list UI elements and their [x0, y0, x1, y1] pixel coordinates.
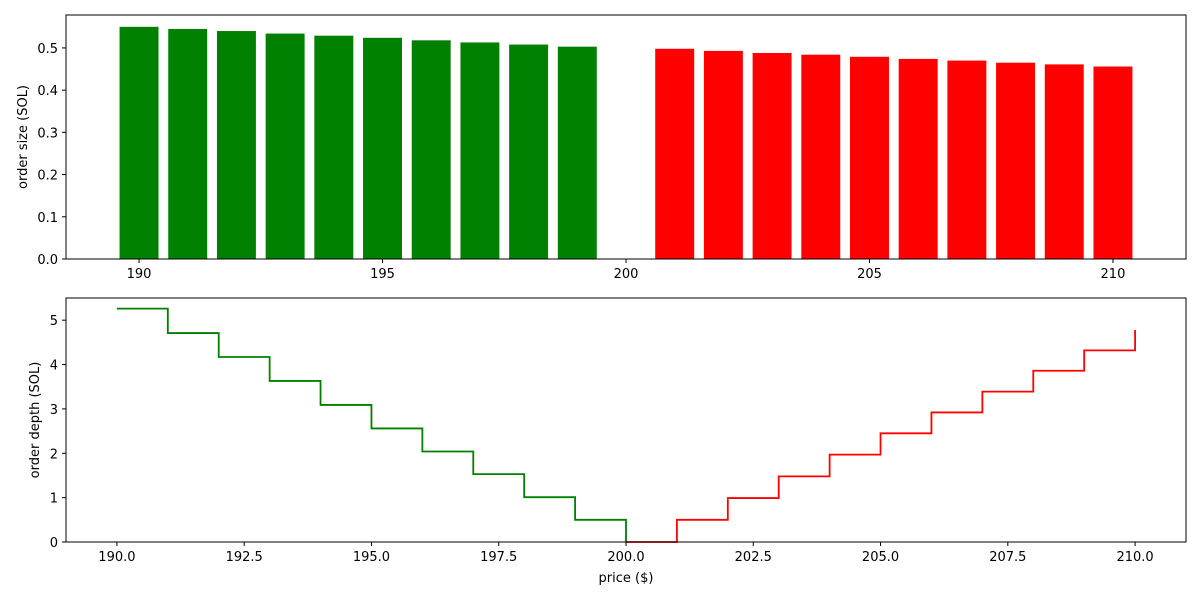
ask-bar: [1044, 64, 1084, 259]
x-axis-ticks: 190.0 192.5 195.0 197.5 200.0 202.5 205.0 207.5…: [98, 542, 1154, 565]
x-tick-label: 205: [857, 267, 882, 282]
x-tick-label: 197.5: [480, 550, 517, 565]
x-tick-label: 210.0: [1116, 550, 1153, 565]
ask-bar: [703, 50, 743, 259]
x-tick-label: 200: [614, 267, 639, 282]
bar-marks: [119, 26, 1133, 260]
x-tick-label: 190: [127, 267, 152, 282]
ask-bar: [996, 62, 1036, 259]
x-tick-label: 207.5: [989, 550, 1026, 565]
ask-depth-line: [626, 329, 1136, 543]
y-tick-label: 5: [50, 314, 58, 329]
bid-depth-line: [116, 307, 627, 542]
y-axis-ticks: 0.0 0.1 0.2 0.3 0.4 0.5: [37, 42, 66, 268]
x-tick-label: 202.5: [735, 550, 772, 565]
y-tick-label: 0.1: [37, 211, 58, 226]
x-tick-label: 200.0: [607, 550, 644, 565]
y-tick-label: 0.4: [37, 84, 58, 99]
y-axis-label: order size (SOL): [16, 85, 31, 189]
y-axis-ticks: 0 1 2 3 4 5: [50, 314, 66, 551]
y-tick-label: 0.0: [37, 253, 58, 268]
bid-bar: [314, 35, 354, 259]
order-size-bar-chart: 190 195 200 205 210 0.0 0.1 0.2 0.3 0.4 0.5 order…: [16, 14, 1187, 282]
ask-bar: [1093, 66, 1133, 259]
x-tick-label: 192.5: [226, 550, 263, 565]
y-tick-label: 2: [50, 447, 58, 462]
bid-bar: [509, 44, 549, 260]
ask-bar: [752, 52, 792, 260]
bid-bar: [460, 42, 500, 259]
bid-bar: [265, 33, 305, 259]
bid-bar: [119, 26, 159, 259]
x-tick-label: 195: [370, 267, 395, 282]
x-tick-label: 210: [1101, 267, 1126, 282]
x-tick-label: 190.0: [98, 550, 135, 565]
y-axis-label: order depth (SOL): [28, 362, 43, 479]
y-tick-label: 4: [50, 359, 58, 374]
bid-bar: [168, 28, 208, 259]
x-tick-label: 195.0: [353, 550, 390, 565]
ask-bar: [898, 58, 938, 260]
bid-bar: [216, 31, 256, 260]
x-tick-label: 205.0: [862, 550, 899, 565]
y-tick-label: 0.3: [37, 126, 58, 141]
y-tick-label: 0.2: [37, 169, 58, 184]
y-tick-label: 1: [50, 492, 58, 507]
bid-bar: [557, 46, 597, 259]
bid-bar: [363, 37, 402, 259]
bid-bar: [411, 40, 451, 259]
ask-bar: [850, 56, 889, 259]
ask-bar: [801, 54, 841, 260]
ask-bar: [655, 48, 695, 260]
x-axis-ticks: 190 195 200 205 210: [127, 259, 1126, 282]
y-tick-label: 3: [50, 403, 58, 418]
y-tick-label: 0.5: [37, 42, 58, 57]
x-axis-label: price ($): [599, 571, 654, 586]
depth-lines: [116, 307, 1136, 543]
y-tick-label: 0: [50, 536, 58, 551]
ask-bar: [947, 60, 987, 260]
order-depth-step-chart: 190.0 192.5 195.0 197.5 200.0 202.5 205.0 207.5…: [28, 297, 1187, 586]
